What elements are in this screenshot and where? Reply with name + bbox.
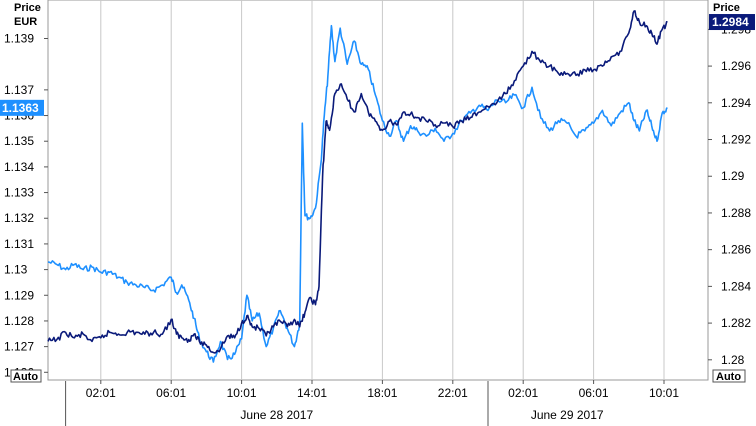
left-tick-label: 1.134 [4, 160, 34, 174]
left-tick-label: 1.13 [4, 263, 28, 277]
right-tick-label: 1.294 [721, 96, 751, 110]
right-tick-label: 1.29 [721, 169, 745, 183]
right-axis: Price 1.281.2821.2841.2861.2881.291.2921… [708, 2, 755, 383]
left-axis-header-price: Price [14, 2, 41, 14]
left-axis-ticks: 1.1261.1271.1281.1291.131.1311.1321.1331… [4, 32, 48, 379]
series-lines [47, 10, 668, 363]
x-tick-label: 06:01 [579, 386, 609, 400]
right-auto-button[interactable]: Auto [712, 369, 746, 383]
left-axis-header-currency: EUR [14, 16, 37, 28]
left-tick-label: 1.128 [4, 314, 34, 328]
day-label: June 29 2017 [531, 408, 604, 422]
day-label: June 28 2017 [240, 408, 313, 422]
x-axis: 02:01 06:01 10:01 14:01 18:01 22:01 02:01 06:01… [65, 380, 679, 426]
right-tick-label: 1.296 [721, 59, 751, 73]
svg-text:1.2984: 1.2984 [712, 15, 749, 29]
right-tick-label: 1.28 [721, 353, 745, 367]
x-tick-label: 22:01 [438, 386, 468, 400]
x-tick-label: 10:01 [227, 386, 257, 400]
x-tick-label: 14:01 [297, 386, 327, 400]
plot-area [47, 0, 709, 381]
right-tick-label: 1.282 [721, 316, 751, 330]
svg-text:1.1363: 1.1363 [2, 101, 39, 115]
left-tick-label: 1.127 [4, 340, 34, 354]
x-tick-label: 18:01 [367, 386, 397, 400]
right-tick-label: 1.288 [721, 206, 751, 220]
left-auto-button[interactable]: Auto [10, 369, 42, 383]
right-last-value-label: 1.2984 [709, 14, 755, 31]
series-line-eur [47, 24, 668, 363]
series-line-right [47, 10, 668, 354]
grid-lines [100, 0, 665, 380]
left-tick-label: 1.132 [4, 211, 34, 225]
x-tick-label: 10:01 [649, 386, 679, 400]
right-tick-label: 1.292 [721, 133, 751, 147]
x-tick-label: 02:01 [86, 386, 116, 400]
right-axis-ticks: 1.28 1.282 1.284 1.286 1.288 1.29 1.292 1.294 1.… [708, 22, 751, 367]
left-tick-label: 1.129 [4, 288, 34, 302]
right-tick-label: 1.284 [721, 279, 751, 293]
left-axis: Price EUR 1.1261.1271.1281.1291.131.1311… [0, 2, 48, 383]
svg-text:Auto: Auto [13, 371, 38, 383]
x-tick-label: 02:01 [508, 386, 538, 400]
right-axis-header-price: Price [713, 2, 740, 14]
right-tick-label: 1.286 [721, 243, 751, 257]
left-tick-label: 1.133 [4, 186, 34, 200]
left-tick-label: 1.139 [4, 32, 34, 46]
left-last-value-label: 1.1363 [0, 99, 44, 116]
svg-text:Auto: Auto [716, 371, 741, 383]
left-tick-label: 1.137 [4, 83, 34, 97]
left-tick-label: 1.131 [4, 237, 34, 251]
left-tick-label: 1.135 [4, 134, 34, 148]
x-tick-label: 06:01 [156, 386, 186, 400]
